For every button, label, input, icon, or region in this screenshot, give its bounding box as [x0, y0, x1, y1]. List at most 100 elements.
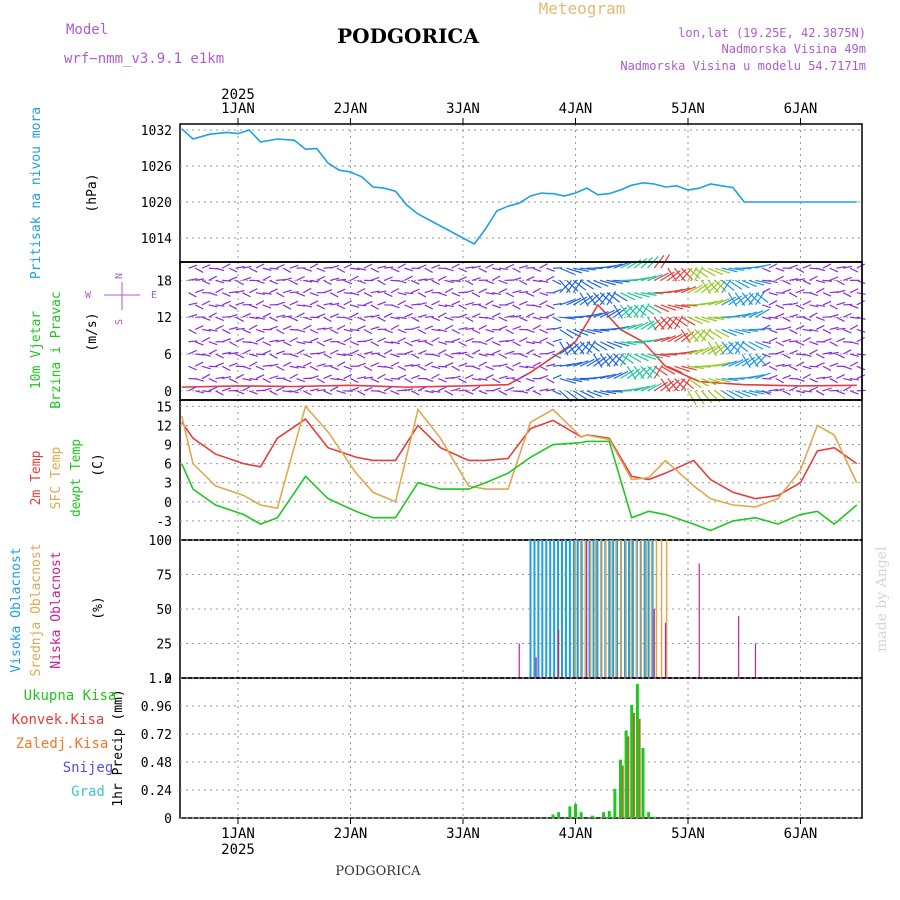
wind-arrow — [383, 349, 393, 355]
wind-arrow — [194, 361, 204, 367]
wind-arrow — [323, 289, 333, 294]
wind-arrow — [296, 312, 305, 318]
wind-arrow — [424, 267, 433, 273]
wind-arrow — [377, 390, 387, 395]
cloud-y-tick: 25 — [156, 638, 172, 653]
wind-arrow — [350, 377, 359, 384]
wind-arrow — [222, 338, 231, 343]
x-tick-top: 2JAN — [334, 101, 368, 117]
wind-arrow — [505, 328, 514, 335]
wind-arrow — [525, 377, 535, 383]
temperature-y-tick: 0 — [164, 496, 172, 511]
wind-arrow — [721, 279, 735, 291]
wind-arrow — [384, 341, 394, 344]
wind-arrow — [707, 344, 722, 355]
wind-arrow — [255, 263, 265, 269]
wind-arrow — [498, 339, 509, 343]
wind-arrow — [316, 378, 325, 384]
wind-arrow — [255, 279, 265, 284]
wind-arrow — [755, 372, 771, 380]
wind-arrow — [619, 352, 630, 367]
wind-arrow — [849, 390, 859, 395]
wind-arrow — [228, 304, 238, 310]
wind-arrow — [795, 289, 805, 294]
wind-arrow — [350, 349, 359, 355]
wind-arrow — [849, 316, 860, 319]
wind-arrow — [519, 353, 528, 358]
wind-arrow — [276, 386, 285, 392]
wind-arrow — [654, 353, 671, 358]
wind-arrow — [309, 300, 319, 306]
wind-arrow — [842, 292, 852, 298]
pressure-y-tick: 1026 — [141, 160, 172, 175]
wind-arrow — [667, 288, 684, 294]
temperature-y-tick: 6 — [164, 458, 172, 473]
compass-north: N — [114, 273, 125, 279]
wind-arrow — [545, 378, 555, 384]
wind-arrow — [505, 350, 515, 355]
compass-west: W — [85, 290, 92, 301]
wind-arrow — [532, 353, 542, 358]
wind-arrow — [309, 365, 319, 371]
wind-arrow — [586, 312, 603, 318]
wind-arrow — [660, 365, 676, 375]
wind-arrow — [451, 300, 461, 306]
wind-arrow — [694, 390, 705, 405]
wind-arrow — [545, 341, 555, 347]
wind-arrow — [221, 328, 231, 335]
wind-arrow — [728, 295, 743, 306]
wind-arrow — [829, 304, 838, 310]
wind-arrow — [599, 292, 613, 304]
wind-arrow — [417, 302, 427, 306]
wind-arrow — [849, 267, 859, 273]
year-bottom: 2025 — [221, 842, 255, 858]
wind-arrow — [336, 353, 346, 357]
wind-arrow — [296, 292, 306, 297]
wind-arrow — [762, 267, 771, 273]
wind-arrow — [343, 373, 353, 380]
wind-arrow — [431, 316, 441, 322]
wind-arrow — [235, 316, 244, 322]
wind-arrow — [269, 339, 279, 343]
wind-arrow — [471, 277, 481, 281]
wind-ylabel-1: 10m Vjetar — [29, 311, 44, 389]
wind-arrow — [613, 292, 628, 302]
wind-arrow — [255, 337, 265, 343]
wind-arrow — [397, 337, 407, 343]
wind-arrow — [289, 264, 299, 269]
wind-arrow — [289, 316, 299, 322]
wind-arrow — [383, 292, 393, 298]
wind-arrow — [768, 328, 778, 334]
cloud-ylabel-low: Niska Oblacnost — [49, 551, 64, 668]
wind-arrow — [208, 312, 217, 318]
wind-arrow — [431, 390, 441, 393]
x-tick-bottom: 4JAN — [559, 826, 593, 842]
wind-arrow — [269, 288, 278, 294]
precip-legend-2: Zaledj.Kisa — [16, 736, 109, 752]
wind-arrow — [201, 316, 211, 321]
wind-arrow — [782, 303, 792, 306]
wind-arrow — [768, 300, 778, 306]
wind-arrow — [573, 360, 589, 367]
wind-arrow — [829, 362, 839, 367]
wind-arrow — [816, 267, 826, 272]
wind-arrow — [822, 338, 832, 343]
wind-arrow — [222, 300, 231, 306]
wind-arrow — [390, 324, 400, 330]
wind-arrow — [741, 328, 758, 332]
wind-arrow — [201, 264, 211, 269]
wind-arrow — [208, 341, 218, 346]
wind-arrow — [775, 363, 785, 367]
wind-arrow — [613, 353, 627, 366]
wind-arrow — [464, 353, 474, 359]
wind-arrow — [336, 341, 346, 346]
wind-arrow — [377, 279, 386, 286]
wind-arrow — [222, 375, 232, 380]
wind-arrow — [444, 324, 454, 331]
model-label: Model — [66, 22, 108, 38]
wind-arrow — [289, 337, 299, 343]
wind-arrow — [849, 341, 859, 345]
wind-arrow — [518, 373, 528, 380]
wind-arrow — [843, 377, 853, 381]
meteogram-title: Meteogram — [539, 0, 626, 18]
